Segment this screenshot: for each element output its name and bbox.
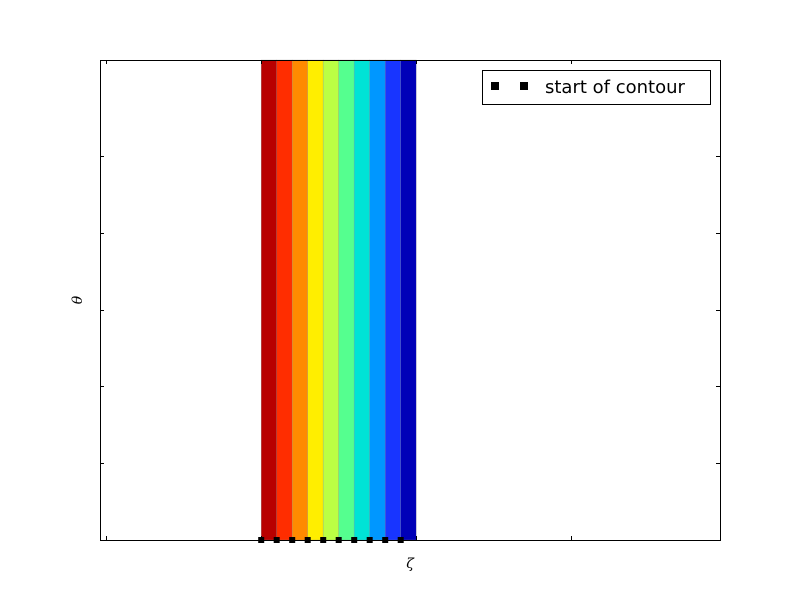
legend-marker-2 <box>520 82 528 90</box>
color-band-2 <box>276 59 293 541</box>
color-band-9 <box>384 59 401 541</box>
color-band-3 <box>291 59 308 541</box>
color-bands <box>260 59 417 541</box>
color-band-8 <box>369 59 386 541</box>
color-band-7 <box>353 59 370 541</box>
color-band-4 <box>307 59 324 541</box>
legend: start of contour <box>482 70 711 105</box>
legend-marker-1 <box>491 82 499 90</box>
color-band-6 <box>338 59 355 541</box>
color-band-5 <box>322 59 339 541</box>
color-band-10 <box>400 59 417 541</box>
legend-label: start of contour <box>545 77 686 98</box>
x-axis-label: ζ <box>406 556 415 572</box>
y-axis-label: θ <box>70 295 86 304</box>
plot-frame <box>100 60 721 541</box>
color-band-1 <box>260 59 277 541</box>
